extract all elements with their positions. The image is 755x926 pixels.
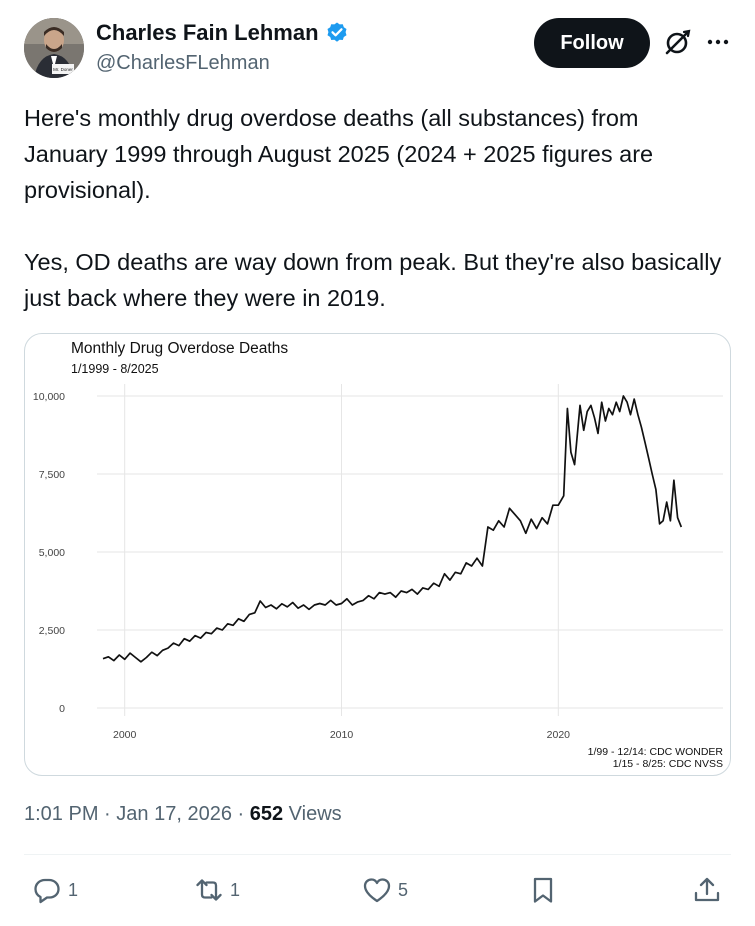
- tweet-paragraph-1: Here's monthly drug overdose deaths (all…: [24, 105, 660, 203]
- chart-y-tick-label: 2,500: [39, 625, 65, 637]
- overdose-chart: 0 2,500 5,000 7,500 10,000 2000 2010 2020 Month…: [33, 340, 724, 770]
- retweet-icon: [196, 879, 222, 901]
- chart-x-tick-label: 2010: [330, 729, 354, 741]
- divider: [24, 854, 731, 855]
- share-icon: [694, 877, 720, 902]
- avatar-placard-text: Mr. Doner: [53, 67, 73, 72]
- bookmark-icon: [533, 877, 553, 903]
- chart-y-tick-label: 10,000: [33, 391, 65, 403]
- tweet-media-chart[interactable]: 0 2,500 5,000 7,500 10,000 2000 2010 2020 Month…: [24, 333, 731, 776]
- meta-separator-1: ·: [104, 803, 111, 825]
- tweet-text: Here's monthly drug overdose deaths (all…: [24, 100, 724, 316]
- author-display-name[interactable]: Charles Fain Lehman: [96, 20, 319, 45]
- chart-x-tick-label: 2000: [113, 729, 137, 741]
- chart-y-tick-label: 0: [59, 703, 65, 715]
- tweet-date[interactable]: Jan 17, 2026: [116, 803, 232, 825]
- more-options-icon[interactable]: [704, 28, 732, 56]
- like-count: 5: [398, 879, 409, 900]
- chart-y-tick-label: 5,000: [39, 547, 65, 559]
- author-name-row[interactable]: Charles Fain Lehman: [96, 20, 349, 46]
- reply-button[interactable]: 1: [32, 870, 78, 910]
- meta-separator-2: ·: [237, 803, 245, 825]
- tweet-action-bar: 1 1 5: [0, 870, 755, 910]
- verified-badge-icon: [325, 21, 349, 45]
- tweet-meta: 1:01 PM · Jan 17, 2026 · 652 Views: [24, 803, 342, 826]
- reply-count: 1: [68, 879, 79, 900]
- chart-x-tick-label: 2020: [547, 729, 571, 741]
- avatar[interactable]: Mr. Doner: [24, 18, 84, 78]
- chart-y-tick-label: 7,500: [39, 469, 65, 481]
- like-button[interactable]: 5: [362, 870, 408, 910]
- chart-series-line: [102, 395, 683, 663]
- follow-button[interactable]: Follow: [534, 18, 650, 68]
- grok-icon[interactable]: [662, 28, 692, 58]
- chart-source-note-1: 1/99 - 12/14: CDC WONDER: [588, 746, 724, 758]
- bookmark-button[interactable]: [528, 870, 558, 910]
- chart-subtitle: 1/1999 - 8/2025: [71, 362, 159, 376]
- like-heart-icon: [363, 878, 391, 903]
- retweet-button[interactable]: 1: [194, 870, 240, 910]
- reply-icon: [34, 878, 60, 904]
- share-button[interactable]: [692, 870, 722, 910]
- views-label: Views: [288, 803, 342, 825]
- views-count: 652: [249, 803, 284, 825]
- tweet-time[interactable]: 1:01 PM: [24, 803, 99, 825]
- retweet-count: 1: [230, 879, 241, 900]
- chart-title: Monthly Drug Overdose Deaths: [71, 340, 288, 357]
- author-handle[interactable]: @CharlesFLehman: [96, 52, 270, 74]
- tweet-paragraph-2: Yes, OD deaths are way down from peak. B…: [24, 249, 728, 311]
- chart-source-note-2: 1/15 - 8/25: CDC NVSS: [613, 758, 723, 770]
